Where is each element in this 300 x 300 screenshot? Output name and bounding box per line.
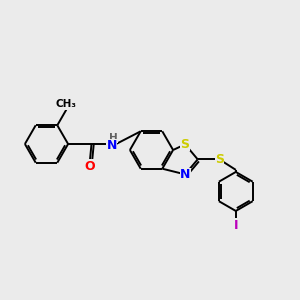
Text: N: N bbox=[107, 139, 117, 152]
Text: O: O bbox=[85, 160, 95, 173]
Text: CH₃: CH₃ bbox=[56, 99, 77, 109]
Text: S: S bbox=[181, 138, 190, 151]
Text: N: N bbox=[180, 168, 190, 181]
Text: I: I bbox=[233, 219, 238, 232]
Text: H: H bbox=[109, 133, 118, 143]
Text: S: S bbox=[215, 153, 224, 166]
